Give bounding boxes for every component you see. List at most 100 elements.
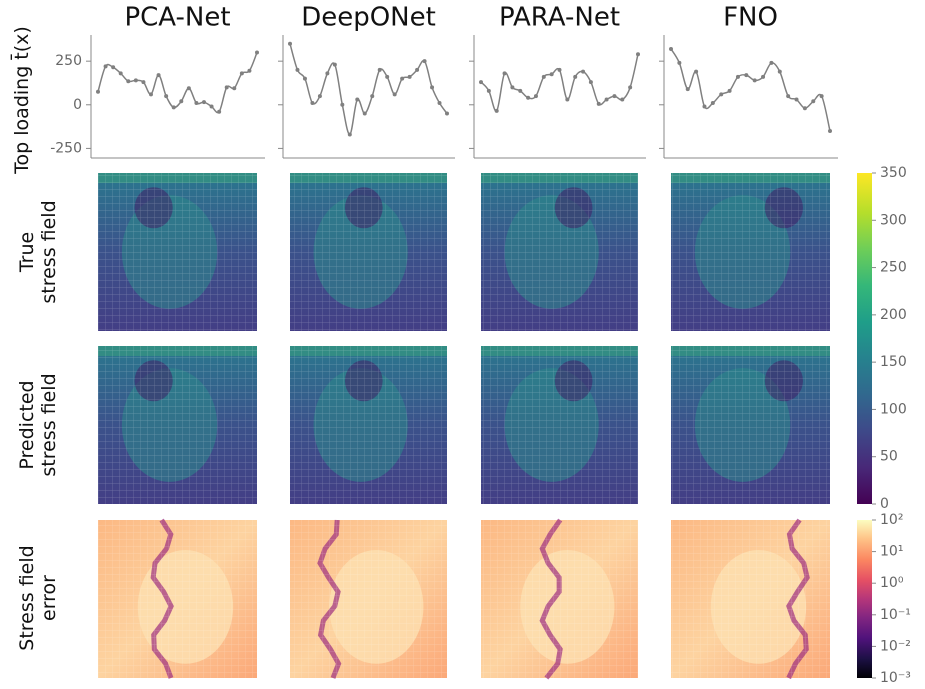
loading-point <box>811 99 816 104</box>
loading-point <box>340 102 345 107</box>
loading-point <box>232 86 237 91</box>
loading-point <box>533 94 538 99</box>
loading-point <box>202 100 206 105</box>
loading-point <box>761 74 766 79</box>
chart-title: PARA-Net <box>499 3 620 33</box>
field-image <box>481 346 638 504</box>
mesh <box>481 173 638 331</box>
loading-point <box>502 71 507 76</box>
loading-point <box>727 88 732 93</box>
loading-point <box>422 59 427 64</box>
loading-point <box>302 76 307 81</box>
loading-point <box>186 86 191 91</box>
loading-point <box>828 128 832 133</box>
loading-point <box>317 94 322 99</box>
row-label-line: Top loading t̄(x) <box>8 26 32 175</box>
loading-point <box>430 85 435 90</box>
row-label-line: Stress field <box>16 545 38 650</box>
loading-point <box>149 92 153 97</box>
loading-line <box>97 52 258 114</box>
y-tick-label: 250 <box>55 53 82 69</box>
colorbar-tick-label: 200 <box>880 307 907 323</box>
loading-point <box>526 95 531 100</box>
loading-point <box>510 85 515 90</box>
loading-point <box>255 50 259 55</box>
loading-point <box>156 73 161 78</box>
loading-point <box>103 64 108 69</box>
loading-point <box>702 104 707 109</box>
loading-point <box>111 65 116 70</box>
colorbar-tick-label: 150 <box>880 354 907 370</box>
loading-point <box>669 46 673 51</box>
colorbar-tick-label: 10⁰ <box>880 575 904 591</box>
mesh <box>290 173 447 331</box>
loading-point <box>588 80 593 85</box>
colorbar-tick-label: 10⁻³ <box>880 670 911 686</box>
loading-point <box>96 89 100 94</box>
loading-point <box>710 101 715 106</box>
row-label: Predictedstress field <box>16 373 60 476</box>
field-image <box>290 346 447 504</box>
loading-point <box>118 71 123 76</box>
loading-point <box>677 60 682 65</box>
loading-point <box>310 101 315 106</box>
mesh <box>290 346 447 504</box>
row-label: Stress fielderror <box>16 545 60 650</box>
mesh <box>98 173 257 331</box>
mesh <box>671 173 830 331</box>
field-image <box>98 173 257 331</box>
loading-point <box>392 92 397 97</box>
loading-point <box>133 78 138 83</box>
loading-point <box>777 69 782 74</box>
loading-point <box>239 71 244 76</box>
colorbar-tick-label: 10⁻² <box>880 638 911 654</box>
loading-point <box>179 99 184 104</box>
colorbar <box>857 173 872 504</box>
loading-point <box>620 97 625 102</box>
chart-title: DeepONet <box>301 3 436 33</box>
colorbar-tick-label: 10² <box>880 512 903 528</box>
mesh <box>481 520 638 678</box>
loading-point <box>224 85 229 90</box>
loading-point <box>557 67 562 72</box>
loading-point <box>573 74 578 79</box>
row-label-line: stress field <box>38 200 60 303</box>
loading-point <box>288 41 292 46</box>
field-image <box>671 346 830 504</box>
loading-point <box>445 111 449 116</box>
loading-point <box>141 80 146 85</box>
loading-point <box>719 92 724 97</box>
mesh <box>481 346 638 504</box>
field-image <box>290 519 447 679</box>
colorbar-tick-label: 250 <box>880 260 907 276</box>
loading-point <box>295 67 300 72</box>
y-tick-label: 0 <box>73 97 82 113</box>
colorbar-tick-label: 10¹ <box>880 544 903 560</box>
field-image <box>671 518 830 680</box>
row-label-line: stress field <box>38 373 60 476</box>
loading-point <box>518 88 523 93</box>
chart-title: PCA-Net <box>124 3 230 33</box>
loading-point <box>769 60 774 65</box>
loading-point <box>565 97 570 102</box>
loading-point <box>549 72 554 77</box>
row-label: Top loading t̄(x) <box>8 26 32 175</box>
field-image <box>481 173 638 331</box>
loading-point <box>407 74 412 79</box>
loading-line <box>480 54 639 112</box>
loading-point <box>494 108 499 113</box>
loading-point <box>744 73 749 78</box>
loading-point <box>332 62 337 67</box>
colorbar <box>857 520 872 678</box>
loading-point <box>217 109 222 114</box>
loading-point <box>636 52 640 57</box>
mesh <box>671 520 830 678</box>
loading-line <box>289 43 448 136</box>
y-tick-label: -250 <box>50 140 82 156</box>
loading-point <box>735 74 740 79</box>
loading-line <box>670 48 831 132</box>
colorbar-tick-label: 100 <box>880 401 907 417</box>
loading-point <box>612 94 617 99</box>
loading-point <box>194 101 199 106</box>
